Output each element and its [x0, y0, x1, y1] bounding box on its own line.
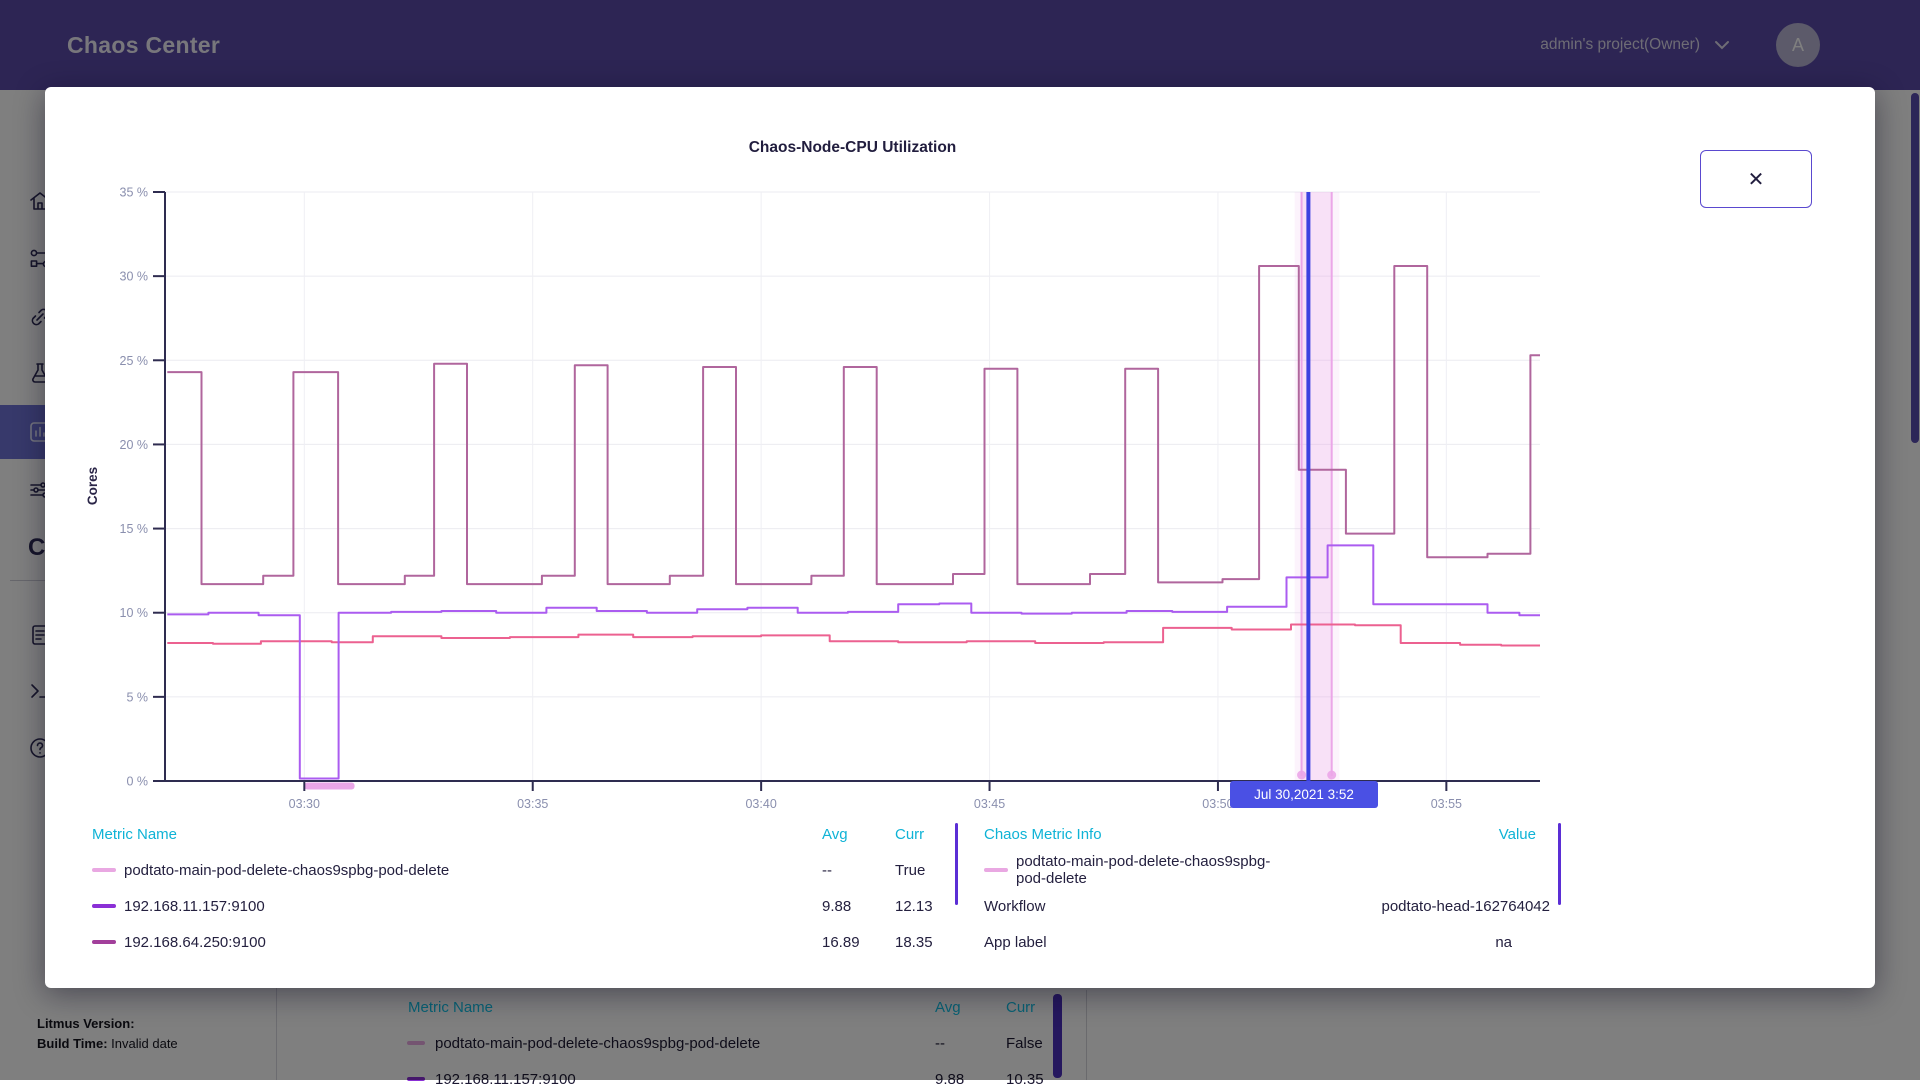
chart-tooltip: Jul 30,2021 3:52 — [1230, 781, 1378, 808]
y-axis-label: Cores — [85, 467, 100, 505]
x-tick-label: 03:45 — [974, 797, 1005, 811]
legend-header: Metric Name Avg Curr — [92, 825, 925, 843]
x-tick-label: 03:50 — [1202, 797, 1233, 811]
close-icon: ✕ — [1747, 168, 1765, 191]
series-dash — [984, 868, 1008, 872]
chaos-band — [1301, 192, 1332, 781]
series-dash — [92, 904, 116, 908]
page-scrollbar[interactable] — [1911, 93, 1919, 443]
close-button[interactable]: ✕ — [1700, 150, 1812, 208]
y-tick-label: 5 % — [126, 690, 148, 704]
chaos-info-row: App label na — [984, 933, 1512, 951]
chaos-info-row: Workflow podtato-head-162764042 — [984, 897, 1550, 915]
chaos-metric-info-table: Chaos Metric Info Value podtato-main-pod… — [984, 823, 1560, 967]
x-tick-label: 03:35 — [517, 797, 548, 811]
x-tick-label: 03:30 — [289, 797, 320, 811]
y-tick-label: 25 % — [120, 354, 149, 368]
series-line-1 — [167, 544, 1540, 780]
chaos-info-row: podtato-main-pod-delete-chaos9spbg-pod-d… — [984, 853, 1560, 887]
chaos-info-header: Chaos Metric Info Value — [984, 825, 1536, 843]
cpu-utilization-chart[interactable]: 0 % 5 % 10 % 15 % 20 % 25 % 30 % 35 % 03:30 03:35… — [45, 87, 1875, 988]
chaos-band-marker — [1327, 770, 1337, 780]
legend-row: 192.168.64.250:9100 16.89 18.35 — [92, 931, 958, 953]
chaos-band-marker — [1297, 770, 1307, 780]
y-tick-label: 0 % — [126, 775, 148, 789]
x-tick-label: 03:55 — [1431, 797, 1462, 811]
y-tick-label: 35 % — [120, 186, 149, 200]
legend-row: podtato-main-pod-delete-chaos9spbg-pod-d… — [92, 859, 958, 881]
series-line-0 — [167, 623, 1540, 647]
y-tick-label: 30 % — [120, 270, 149, 284]
chaos-axis-marker — [304, 782, 355, 790]
legend-divider — [955, 823, 958, 905]
series-dash — [92, 940, 116, 944]
legend-row: 192.168.11.157:9100 9.88 12.13 — [92, 895, 958, 917]
y-tick-label: 10 % — [120, 606, 149, 620]
chart-modal: Chaos-Node-CPU Utilization ✕ 0 % 5 % 10 % 1… — [45, 87, 1875, 988]
series-dash — [92, 868, 116, 872]
y-tick-label: 20 % — [120, 438, 149, 452]
legend-metrics-table: Metric Name Avg Curr podtato-main-pod-de… — [92, 823, 958, 967]
x-tick-label: 03:40 — [745, 797, 776, 811]
legend-divider — [1558, 823, 1561, 905]
y-tick-label: 15 % — [120, 522, 149, 536]
chart-title: Chaos-Node-CPU Utilization — [748, 139, 957, 156]
series-line-2 — [167, 265, 1540, 586]
